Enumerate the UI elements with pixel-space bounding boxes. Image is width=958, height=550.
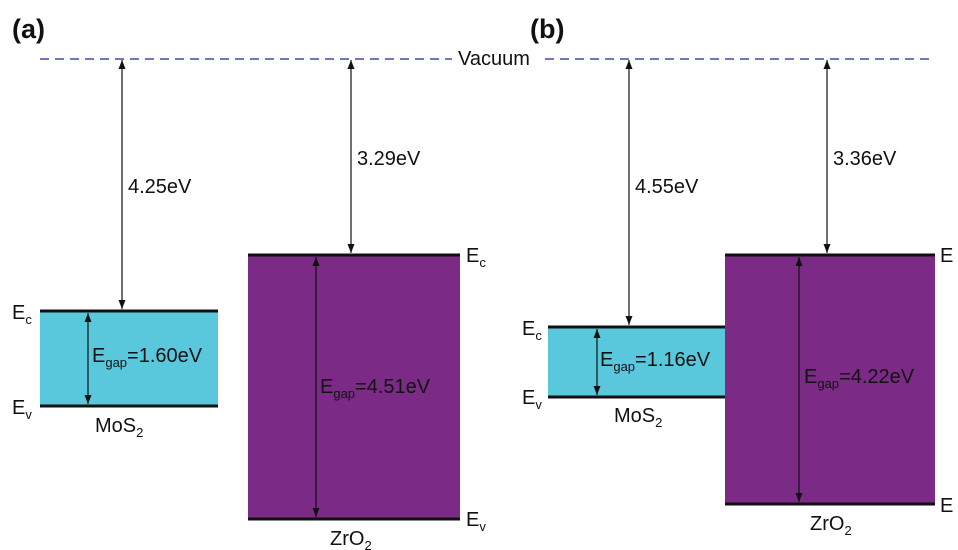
panel-a-zro2-name: ZrO2 [330, 528, 372, 550]
panel-a-label: (a) [12, 14, 45, 44]
panel-a-zro2-affinity-value: 3.29eV [357, 148, 421, 170]
panel-b-zro2-name: ZrO2 [810, 513, 852, 538]
panel-b-mos2-name: MoS2 [614, 405, 662, 430]
panel-b-mos2-ev-label: Ev [522, 387, 542, 412]
panel-a-zro2-band [248, 255, 460, 519]
panel-b-mos2-band [548, 327, 725, 397]
panel-b-zro2-ev-label: E [940, 495, 953, 517]
panel-a-zro2-ec-label: Ec [466, 245, 486, 270]
panel-b-zro2-affinity-value: 3.36eV [833, 148, 897, 170]
panel-a-mos2-affinity-value: 4.25eV [128, 176, 192, 198]
panel-b-zro2-gap-label: Egap=4.22eV [804, 366, 915, 391]
vacuum-label: Vacuum [458, 48, 530, 70]
panel-b-mos2-affinity-value: 4.55eV [635, 176, 699, 198]
panel-a-mos2-band [40, 311, 218, 406]
panel-a-zro2-gap-label: Egap=4.51eV [320, 376, 431, 401]
panel-a-mos2-ec-label: Ec [12, 302, 32, 327]
panel-a-zro2-ev-label: Ev [466, 509, 486, 534]
panel-a-mos2-ev-label: Ev [12, 397, 32, 422]
panel-b-zro2-ec-label: E [940, 245, 953, 267]
panel-a-mos2-gap-label: Egap=1.60eV [92, 345, 203, 370]
panel-b-mos2-gap-label: Egap=1.16eV [600, 349, 711, 374]
panel-b-zro2-band [725, 255, 935, 504]
panel-a-mos2-name: MoS2 [95, 415, 143, 440]
panel-b-label: (b) [530, 14, 564, 44]
panel-b-mos2-ec-label: Ec [522, 318, 542, 343]
